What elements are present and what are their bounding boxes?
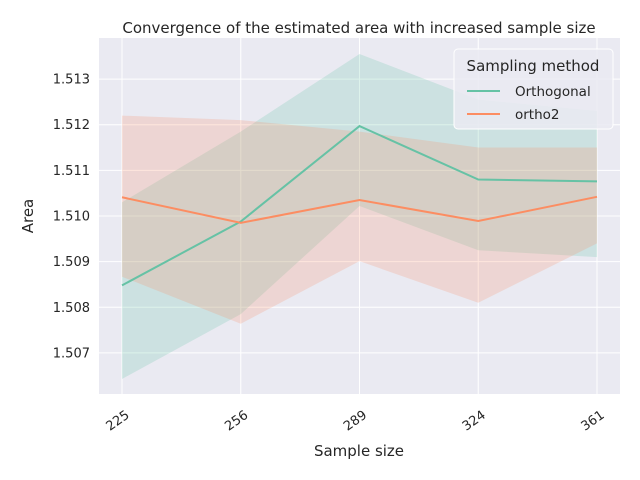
legend-label: ortho2 <box>515 107 560 123</box>
y-tick-labels: 1.507 1.508 1.509 1.510 1.511 1.512 1.513 <box>53 73 90 362</box>
y-tick-label: 1.508 <box>53 301 90 316</box>
x-tick-labels: 225 256 289 324 361 <box>104 408 608 435</box>
confidence-bands <box>122 53 597 379</box>
confidence-band <box>122 53 597 379</box>
legend-label: Orthogonal <box>515 84 591 100</box>
x-axis-label: Sample size <box>314 442 404 460</box>
y-tick-label: 1.511 <box>53 164 90 179</box>
x-tick-label: 324 <box>460 408 489 435</box>
series-line <box>121 124 598 287</box>
y-tick-label: 1.513 <box>53 73 90 88</box>
y-tick-label: 1.507 <box>53 346 90 361</box>
x-tick-label: 256 <box>222 408 251 435</box>
legend-title: Sampling method <box>467 57 600 75</box>
y-tick-label: 1.510 <box>53 210 90 225</box>
series-lines <box>121 124 598 287</box>
x-tick-label: 289 <box>341 408 370 435</box>
y-tick-label: 1.509 <box>53 255 90 270</box>
y-tick-label: 1.512 <box>53 118 90 133</box>
legend-items: Orthogonal ortho2 <box>467 84 591 123</box>
grid <box>99 38 620 394</box>
y-axis-label: Area <box>19 199 37 234</box>
legend: Sampling method Orthogonal ortho2 <box>453 48 614 130</box>
x-tick-label: 361 <box>579 408 608 435</box>
x-tick-label: 225 <box>104 408 133 435</box>
confidence-band <box>122 115 597 324</box>
series-line <box>121 195 598 224</box>
legend-box <box>453 48 614 130</box>
chart-title: Convergence of the estimated area with i… <box>122 19 595 37</box>
